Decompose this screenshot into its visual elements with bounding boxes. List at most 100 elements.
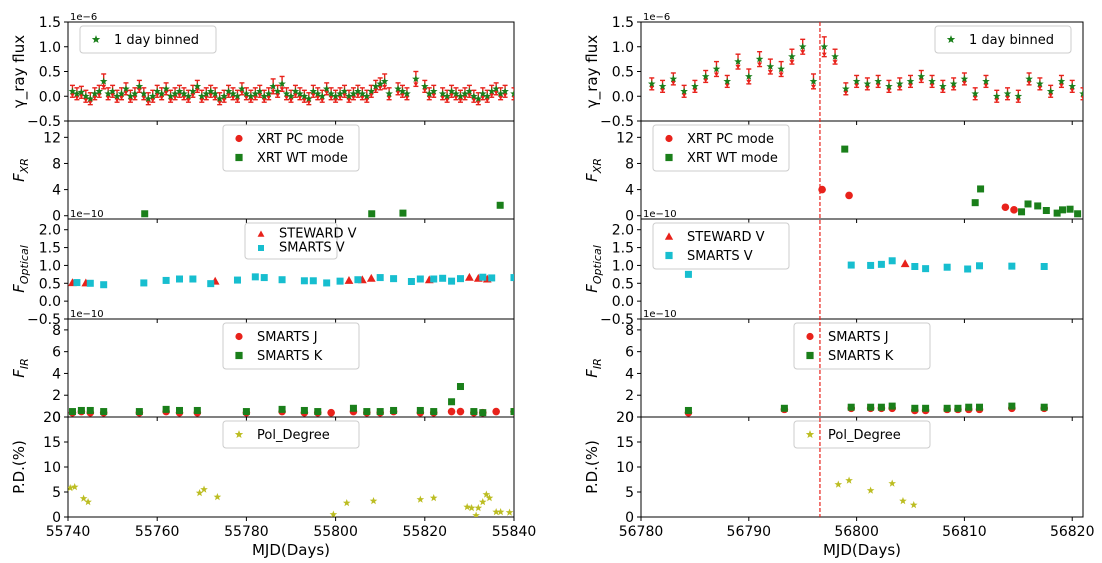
y-tick-label: 0 (625, 209, 634, 225)
data-point (131, 89, 139, 98)
error-arrow (466, 93, 472, 98)
x-tick-label: 55760 (135, 524, 180, 540)
error-arrow (69, 93, 75, 98)
error-arrow (87, 100, 93, 105)
panel-data (684, 402, 1048, 417)
x-tick-label: 55800 (313, 524, 358, 540)
panel-optical: −0.5 0.0 0.5 1.01.5 2.0 1e−10 FOptical STEWARD … (10, 209, 515, 328)
error-arrow (364, 98, 370, 103)
error-arrow (101, 84, 107, 89)
data-point (363, 92, 371, 100)
y-tick-label: 2.0 (612, 223, 634, 239)
data-point (327, 89, 335, 98)
data-point (1059, 206, 1067, 214)
data-point (421, 82, 429, 90)
data-point (148, 92, 157, 100)
figure-2: −0.50.00.51.01.5 1e−6γ_ray flux 1 day binn… (583, 12, 1094, 559)
error-arrow (301, 98, 307, 103)
error-arrow (105, 95, 111, 100)
y-axis-label: FOptical (10, 245, 31, 293)
data-point (429, 494, 438, 502)
data-point (416, 495, 425, 503)
legend-box (793, 420, 931, 449)
error-arrow (141, 95, 147, 100)
y-tick-label: 12 (616, 130, 634, 146)
y-tick-label: 6 (52, 345, 61, 361)
data-point (68, 87, 77, 95)
data-point (470, 92, 478, 100)
x-tick-label: 56800 (834, 524, 879, 540)
data-point (206, 87, 215, 95)
data-point (888, 479, 896, 487)
data-point (1040, 403, 1048, 411)
panel-data (68, 70, 514, 106)
y-axis-label-main: F (10, 369, 28, 378)
error-arrow (1048, 93, 1054, 98)
data-point (971, 89, 979, 98)
data-point (456, 407, 465, 416)
y-axis-label: FIR (583, 358, 604, 378)
data-point (845, 476, 853, 484)
data-point (68, 484, 75, 492)
data-point (834, 480, 843, 488)
data-point (866, 486, 875, 494)
data-point (323, 279, 331, 287)
data-point (242, 408, 250, 416)
data-point (976, 262, 984, 270)
data-point (385, 89, 393, 98)
data-point (443, 92, 451, 100)
error-arrow (386, 95, 392, 100)
data-point (86, 279, 94, 287)
error-arrow (502, 93, 508, 98)
data-point (780, 404, 788, 412)
error-arrow (154, 93, 160, 98)
data-point (425, 89, 434, 98)
error-arrow (908, 83, 914, 88)
y-tick-label: 8 (625, 156, 634, 172)
legend-label: Pol_Degree (828, 428, 901, 443)
panel-data (68, 483, 514, 517)
error-arrow (1005, 95, 1011, 100)
data-point (429, 87, 438, 95)
y-tick-label: 1.5 (612, 241, 634, 257)
data-point (492, 508, 500, 516)
data-point (439, 274, 447, 282)
y-tick-label: 0.0 (39, 89, 61, 105)
data-point (349, 404, 357, 412)
error-arrow (886, 88, 892, 93)
data-point (949, 79, 958, 88)
y-axis-label: P.D.(%) (583, 440, 601, 494)
data-point (193, 406, 201, 414)
error-arrow (74, 95, 80, 100)
error-arrow (692, 88, 698, 93)
error-arrow (413, 82, 419, 87)
data-point (684, 270, 692, 278)
error-arrow (810, 84, 816, 89)
data-point (113, 92, 121, 100)
error-arrow (929, 83, 935, 88)
data-point (701, 72, 710, 80)
data-point (1046, 87, 1055, 95)
data-point (684, 406, 692, 414)
error-arrow (350, 95, 356, 100)
data-point (485, 494, 494, 502)
y-axis-label-sub: Optical (18, 245, 31, 284)
error-arrow (951, 85, 957, 90)
error-arrow (127, 98, 133, 103)
data-point (264, 89, 273, 98)
error-arrow (203, 95, 209, 100)
error-arrow (292, 93, 298, 98)
data-point (73, 89, 81, 98)
data-point (175, 87, 184, 95)
y-axis-label-main: F (583, 173, 601, 182)
panel-gamma: −0.5 0.0 0.5 1.0 1.5 1e−6 γ_ray flux 1 day binn… (10, 12, 515, 130)
error-arrow (190, 93, 196, 98)
error-arrow (832, 60, 838, 65)
error-arrow (918, 78, 924, 83)
data-point (888, 257, 896, 265)
data-point (184, 92, 193, 100)
error-arrow (854, 83, 860, 88)
error-arrow (136, 88, 142, 93)
error-arrow (145, 100, 151, 105)
data-point (140, 89, 148, 98)
